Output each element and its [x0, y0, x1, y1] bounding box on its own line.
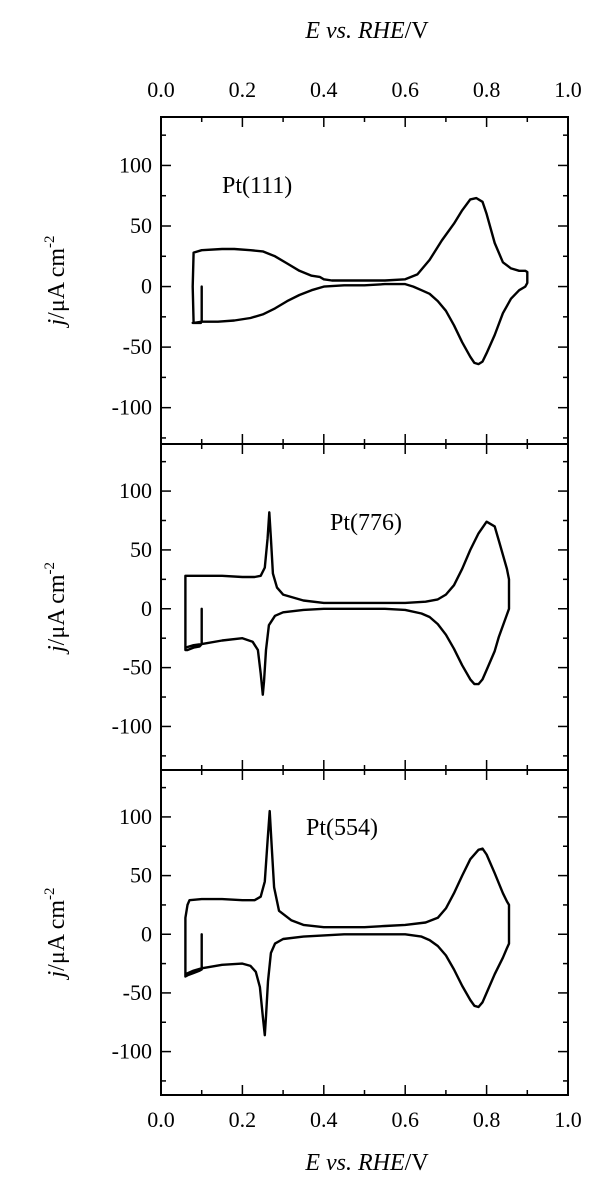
x-tick-label: 0.6 — [391, 1107, 419, 1132]
y-tick-label: -100 — [112, 713, 152, 738]
x-tick-label: 1.0 — [554, 1107, 582, 1132]
y-tick-label: -50 — [123, 334, 152, 359]
y-tick-label: 100 — [119, 478, 152, 503]
x-tick-label: 0.2 — [229, 1107, 257, 1132]
panel-3: -100 -50 0 50 100 j/μA cm-2 Pt(554) — [42, 769, 569, 1096]
y-tick-label: 0 — [141, 274, 152, 299]
x-tick-label: 0.6 — [391, 77, 419, 102]
y-tick-label: -50 — [123, 980, 152, 1005]
y-tick-label: -100 — [112, 395, 152, 420]
top-x-tick-labels: 0.0 0.2 0.4 0.6 0.8 1.0 — [147, 77, 582, 102]
y-tick-label: 50 — [130, 213, 152, 238]
cv-curve — [191, 196, 529, 366]
x-tick-label: 0.8 — [473, 77, 501, 102]
y-tick-label: 50 — [130, 863, 152, 888]
cv-curve — [184, 511, 511, 696]
y-tick-label: -100 — [112, 1039, 152, 1064]
panel-label: Pt(554) — [306, 815, 378, 841]
x-tick-label: 0.2 — [229, 77, 257, 102]
plot-frame — [160, 443, 569, 771]
panel-2: -100 -50 0 50 100 j/μA cm-2 Pt(776) — [42, 443, 569, 771]
y-axis-title: j/μA cm-2 — [42, 562, 70, 655]
x-tick-label: 0.0 — [147, 1107, 175, 1132]
y-tick-label: 0 — [141, 921, 152, 946]
y-tick-label: 0 — [141, 596, 152, 621]
y-axis-title: j/μA cm-2 — [42, 235, 70, 328]
x-tick-label: 0.8 — [473, 1107, 501, 1132]
y-tick-label: 50 — [130, 537, 152, 562]
panel-1: -100 -50 0 50 100 j/μA cm-2 Pt(111) — [42, 116, 569, 445]
x-tick-label: 1.0 — [554, 77, 582, 102]
bottom-x-tick-labels: 0.0 0.2 0.4 0.6 0.8 1.0 — [147, 1107, 582, 1132]
x-tick-label: 0.0 — [147, 77, 175, 102]
x-tick-label: 0.4 — [310, 77, 338, 102]
y-tick-label: 100 — [119, 152, 152, 177]
y-tick-label: -50 — [123, 655, 152, 680]
y-axis-title: j/μA cm-2 — [42, 887, 70, 980]
top-x-axis-title: E vs. RHE/V — [304, 18, 429, 44]
panels: -100 -50 0 50 100 j/μA cm-2 Pt(111) -100 -50 0 50 1… — [42, 116, 569, 1096]
y-tick-label: 100 — [119, 804, 152, 829]
panel-label: Pt(111) — [222, 173, 292, 199]
cv-curve — [184, 809, 511, 1037]
x-tick-label: 0.4 — [310, 1107, 338, 1132]
panel-label: Pt(776) — [330, 510, 402, 536]
bottom-x-axis-title: E vs. RHE/V — [304, 1150, 429, 1176]
